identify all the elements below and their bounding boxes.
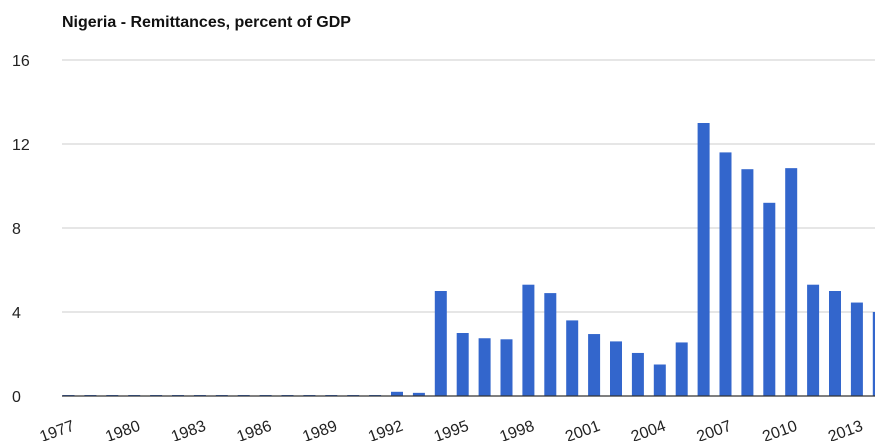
x-tick-label: 1977 (38, 418, 77, 441)
y-tick-label: 8 (12, 221, 21, 238)
x-tick-label: 1986 (235, 418, 274, 441)
bar (719, 152, 732, 396)
gridlines (62, 59, 875, 313)
bar (675, 342, 688, 396)
x-tick-label: 2013 (826, 418, 865, 441)
bar (785, 168, 798, 396)
x-tick-label: 2001 (563, 418, 602, 441)
bar (653, 364, 666, 396)
bar (588, 334, 601, 396)
y-tick-label: 12 (12, 137, 30, 154)
x-tick-label: 2007 (695, 418, 734, 441)
x-tick-label: 1980 (103, 418, 142, 441)
bar (850, 302, 863, 396)
chart-title: Nigeria - Remittances, percent of GDP (62, 14, 351, 31)
bar (872, 312, 875, 396)
bar (434, 291, 447, 396)
x-tick-label: 1989 (300, 418, 339, 441)
bar (829, 291, 841, 396)
x-tick-label: 1983 (169, 418, 208, 441)
y-tick-label: 4 (12, 305, 21, 322)
bar (456, 333, 469, 396)
x-tick-label: 1995 (432, 418, 471, 441)
bar (631, 352, 644, 396)
x-tick-label: 2010 (760, 418, 799, 441)
bar (522, 284, 535, 396)
x-tick-label: 1992 (366, 418, 405, 441)
x-tick-label: 1998 (498, 418, 537, 441)
bar (500, 339, 513, 396)
bar (391, 391, 403, 396)
x-tick-label: 2004 (629, 418, 668, 441)
bar (544, 293, 557, 396)
bar (610, 341, 622, 396)
bar (763, 202, 776, 396)
bar (807, 284, 820, 396)
bar (697, 123, 710, 396)
bar (478, 338, 491, 396)
bar (741, 169, 754, 396)
y-tick-label: 0 (12, 389, 21, 406)
bar (566, 320, 579, 396)
bar (412, 392, 425, 396)
y-tick-label: 16 (12, 53, 30, 70)
bars (62, 123, 875, 396)
